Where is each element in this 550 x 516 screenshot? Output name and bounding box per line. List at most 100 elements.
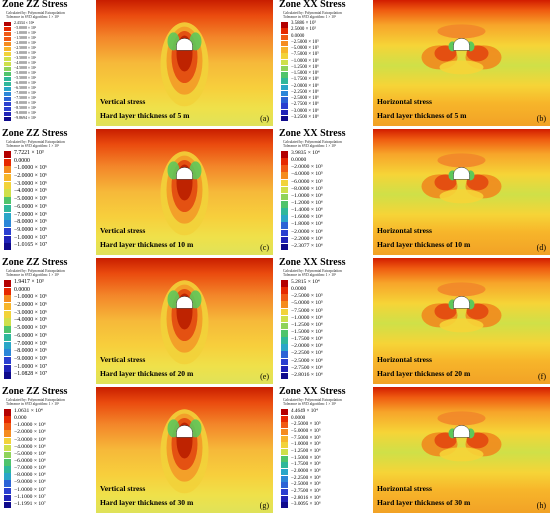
legend-label: −1.0000 × 10⁶ <box>291 58 319 64</box>
color-swatch <box>281 455 288 462</box>
stress-contour <box>437 153 486 168</box>
stress-type-caption: Horizontal stress <box>377 484 432 493</box>
color-swatch <box>281 469 288 476</box>
legend-method: Calculated by: Polynomial Extrapolation <box>283 269 342 273</box>
contour-svg <box>96 0 273 126</box>
legend-label: −5.0000 × 10⁶ <box>14 325 48 332</box>
color-swatch <box>4 32 11 37</box>
color-swatch <box>281 186 288 194</box>
panel-e: Zone ZZ Stress Calculated by: Polynomial … <box>0 258 273 384</box>
color-swatch <box>4 459 11 466</box>
panel-letter: (d) <box>536 243 546 252</box>
color-swatch <box>4 437 11 445</box>
color-swatch <box>281 301 288 308</box>
color-swatch <box>281 365 288 373</box>
color-swatch <box>281 462 288 469</box>
legend-label: −4.0000 × 10⁵ <box>291 171 323 178</box>
legend-label: −2.2500 × 10⁶ <box>291 474 321 481</box>
legend-title: Zone XX Stress <box>279 0 346 10</box>
color-swatch <box>4 494 11 502</box>
legend-label: −7.0000 × 10⁶ <box>14 340 48 347</box>
color-swatch <box>281 229 288 237</box>
legend-label: −2.5000 × 10⁶ <box>291 481 321 488</box>
legend-label: −3.0000 × 10⁶ <box>14 180 48 187</box>
legend-label: −2.8016 × 10⁶ <box>291 371 323 378</box>
panel-letter: (h) <box>536 501 546 510</box>
legend-label: 0.0000 <box>291 414 306 421</box>
color-swatch <box>4 212 11 220</box>
legend-method: Calculated by: Polynomial Extrapolation <box>6 269 65 273</box>
stress-contour-plot: Vertical stress Hard layer thickness of 1… <box>96 129 273 255</box>
stress-contour <box>437 411 486 426</box>
legend-label: −2.0000 × 10⁶ <box>14 429 46 436</box>
legend-label: −9.0000 × 10⁶ <box>14 111 37 115</box>
legend-label: −7.5000 × 10⁵ <box>291 52 319 58</box>
color-swatch <box>281 208 288 215</box>
color-swatch <box>4 197 11 205</box>
color-swatch <box>281 330 288 337</box>
legend-label: −4.0000 × 10⁶ <box>14 188 48 195</box>
legend-label: −1.2500 × 10⁶ <box>291 64 319 70</box>
legend-label: −2.2500 × 10⁶ <box>291 89 319 95</box>
color-swatch <box>4 220 11 228</box>
legend-label: 0.0000 <box>291 157 307 164</box>
legend-label: −1.0000 × 10⁶ <box>291 314 323 321</box>
panel-letter: (c) <box>260 243 269 252</box>
legend-title: Zone XX Stress <box>279 258 346 268</box>
legend-label: −1.0000 × 10⁶ <box>291 441 321 448</box>
color-swatch <box>4 62 11 67</box>
color-swatch <box>4 451 11 459</box>
legend-title: Zone XX Stress <box>279 387 346 397</box>
legend-label: 7.7221 × 10³ <box>14 150 44 156</box>
color-swatch <box>281 59 288 66</box>
legend-label: −1.0000 × 10⁶ <box>291 192 323 199</box>
color-swatch <box>281 109 288 116</box>
color-swatch <box>281 322 288 330</box>
color-swatch <box>281 158 288 165</box>
legend-label: −2.5000 × 10⁶ <box>291 96 319 101</box>
color-swatch <box>281 495 288 502</box>
legend-label: −1.2500 × 10⁶ <box>291 321 323 328</box>
legend-label: −2.8016 × 10⁶ <box>291 494 321 501</box>
legend-label: −2.5000 × 10⁵ <box>291 39 319 45</box>
color-swatch <box>281 90 288 97</box>
legend-title: Zone ZZ Stress <box>2 0 68 10</box>
color-swatch <box>4 473 11 480</box>
color-swatch <box>4 487 11 495</box>
legend-label: 3.9835 × 10⁴ <box>291 150 320 156</box>
color-swatch <box>4 430 11 437</box>
color-swatch <box>4 480 11 487</box>
legend-label: −6.0000 × 10⁶ <box>14 332 48 339</box>
legend-label: −6.0000 × 10⁵ <box>291 178 323 185</box>
color-swatch <box>281 449 288 456</box>
color-swatch <box>4 295 11 303</box>
legend-label: −1.0000 × 10⁶ <box>14 294 48 301</box>
legend-label: −1.0000 × 10⁶ <box>14 31 37 35</box>
color-swatch <box>4 92 11 97</box>
panel-c: Zone ZZ Stress Calculated by: Polynomial … <box>0 129 273 255</box>
color-swatch <box>281 308 288 316</box>
legend-label: −2.3077 × 10⁶ <box>291 242 323 249</box>
tunnel-opening <box>176 167 193 180</box>
legend-label: −9.0000 × 10⁶ <box>14 479 46 486</box>
stress-contour-plot: Vertical stress Hard layer thickness of 3… <box>96 387 273 513</box>
color-swatch <box>281 315 288 323</box>
color-swatch <box>281 201 288 208</box>
stress-contour-plot: Horizontal stress Hard layer thickness of… <box>373 0 550 126</box>
legend-label: −5.0000 × 10⁵ <box>291 428 321 434</box>
panel-f: Zone XX Stress Calculated by: Polynomial … <box>277 258 550 384</box>
stress-contour <box>439 447 484 462</box>
color-swatch <box>281 53 288 59</box>
stress-contour-plot: Horizontal stress Hard layer thickness of… <box>373 129 550 255</box>
color-swatch <box>4 27 11 32</box>
color-swatch <box>4 243 11 251</box>
legend-method: Calculated by: Polynomial Extrapolation <box>6 140 65 144</box>
color-swatch <box>281 409 288 416</box>
tunnel-opening <box>453 167 470 180</box>
contour-svg <box>373 258 550 384</box>
color-swatch <box>281 65 288 72</box>
legend-label: −7.0000 × 10⁶ <box>14 211 48 218</box>
color-swatch <box>4 409 11 416</box>
legend: Zone ZZ Stress Calculated by: Polynomial … <box>0 0 95 126</box>
